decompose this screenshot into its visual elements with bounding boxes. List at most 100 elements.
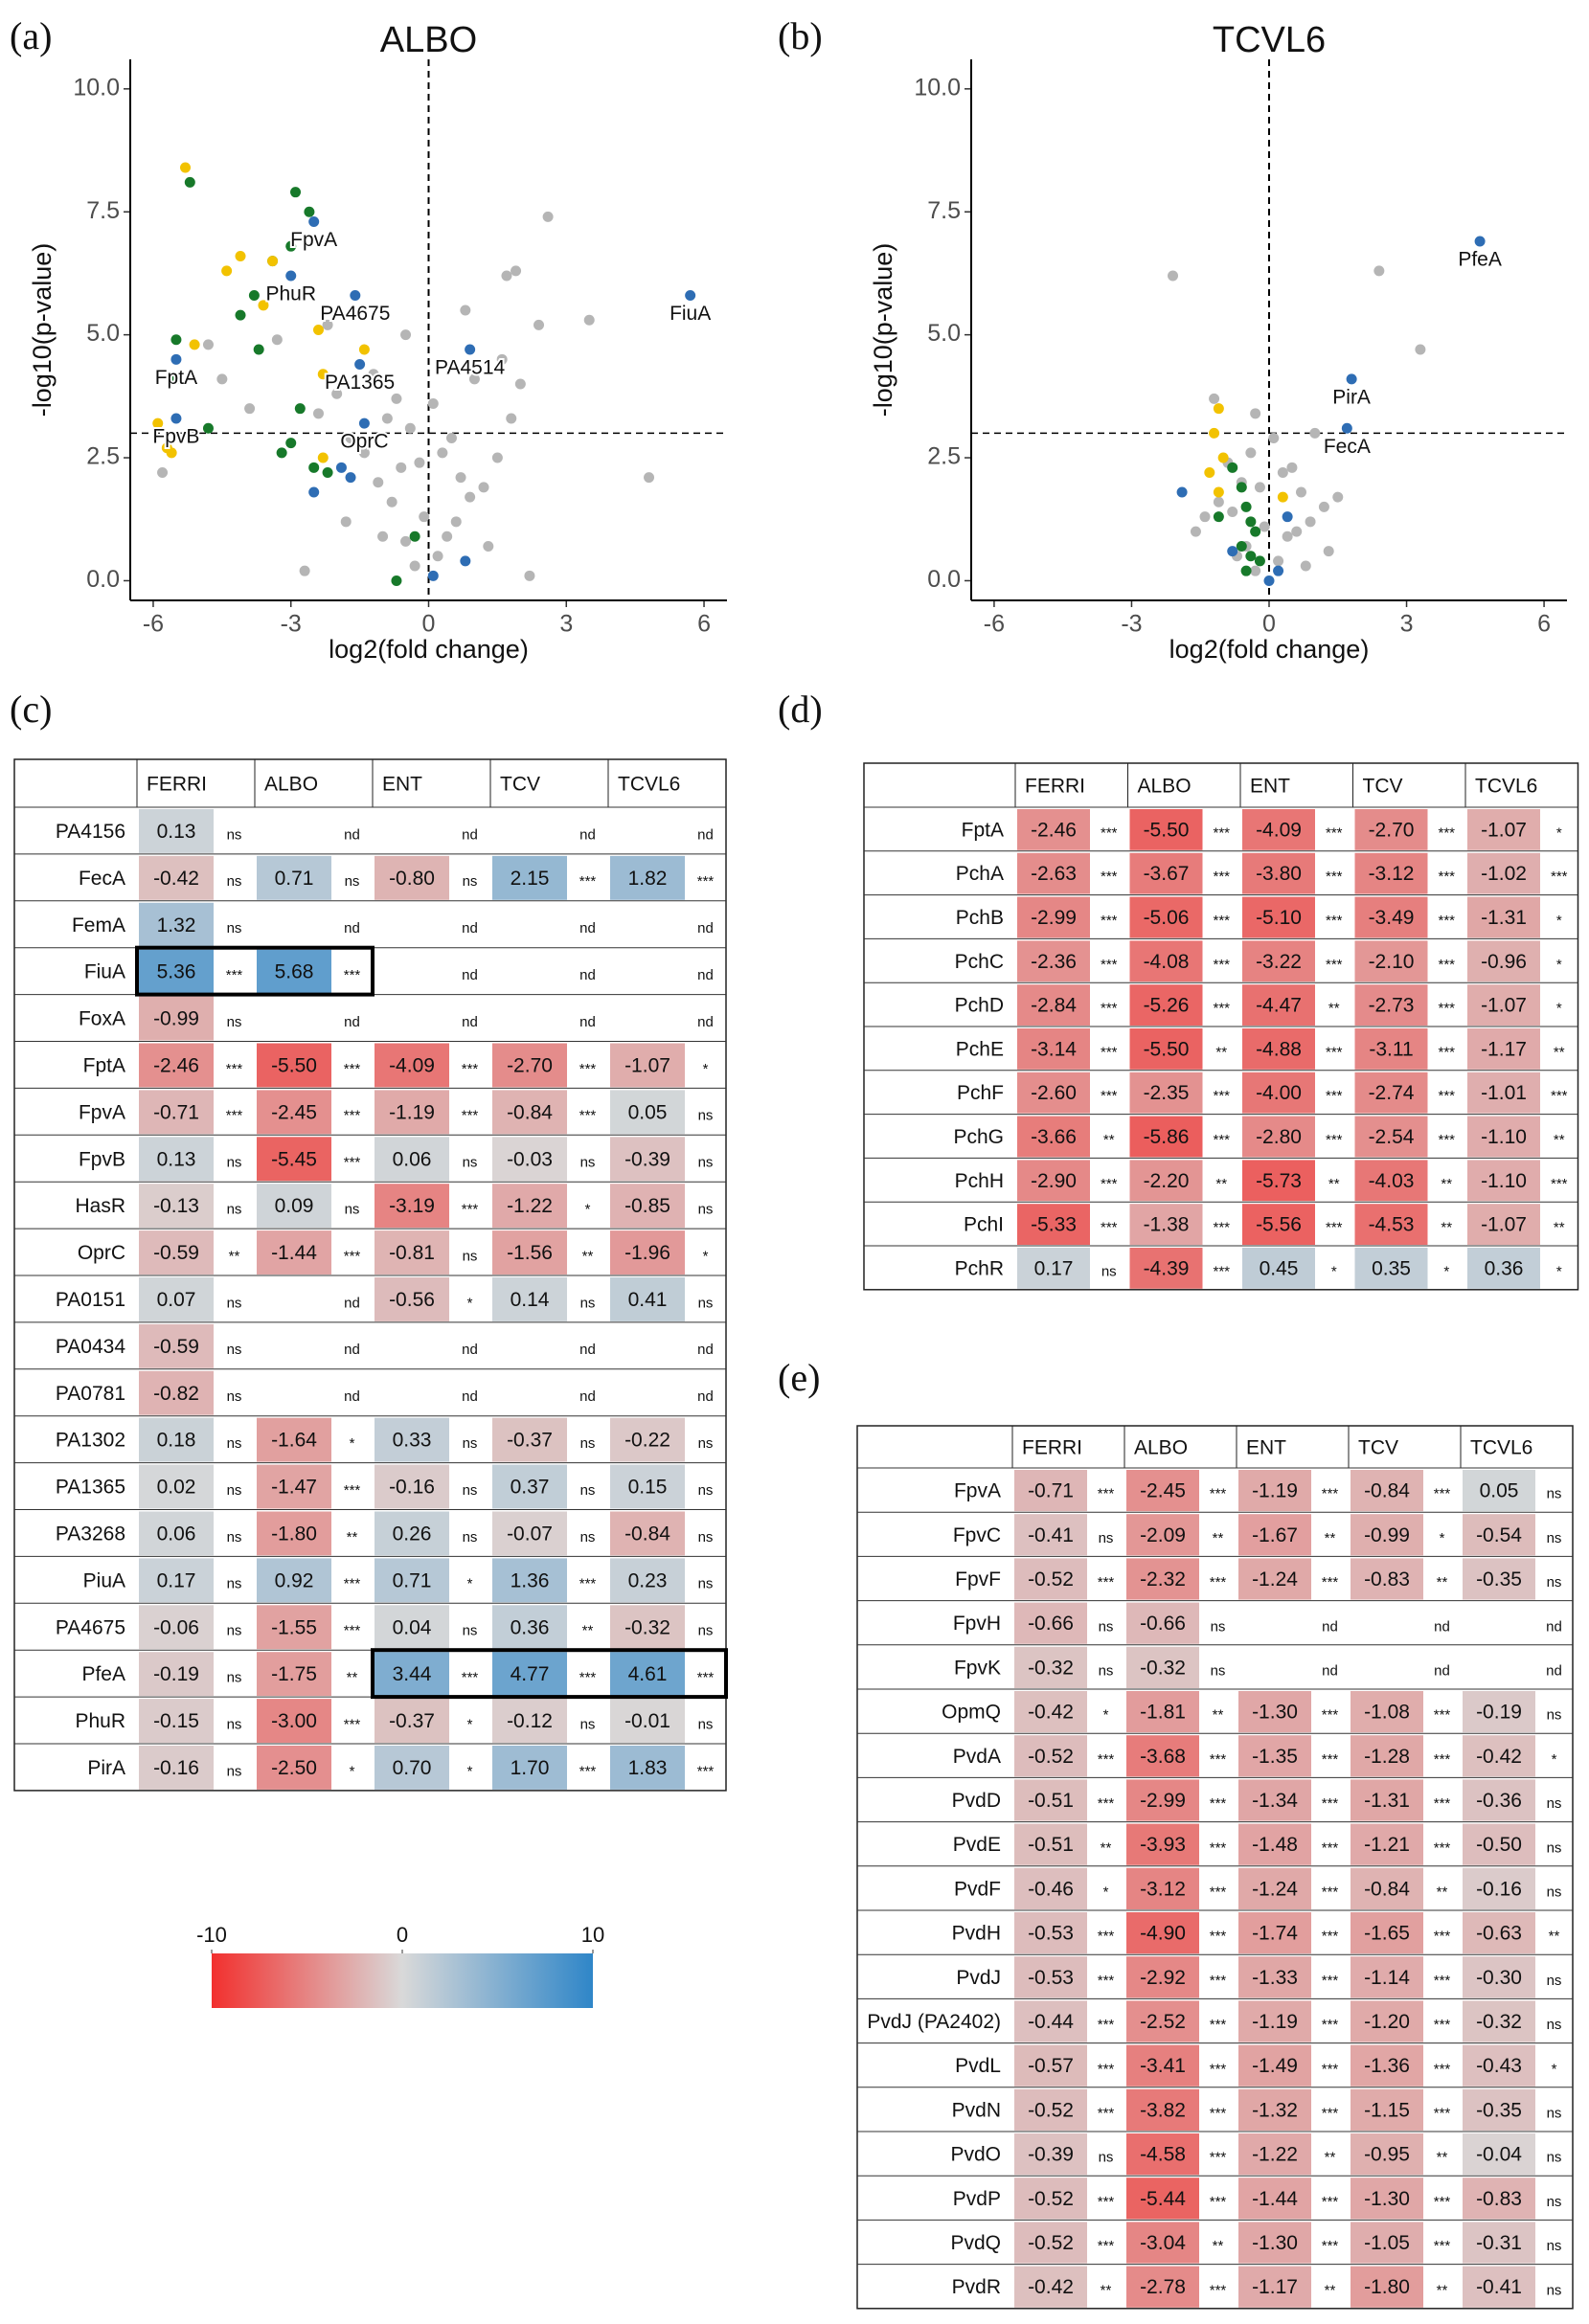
cell-significance: ***	[1213, 1263, 1230, 1279]
cell-value: 0.14	[511, 1289, 550, 1311]
heat-cell	[375, 1699, 449, 1743]
heat-cell	[1354, 1072, 1428, 1114]
heat-cell	[1014, 2266, 1087, 2308]
heat-cell	[139, 1043, 214, 1088]
heat-cell	[610, 1464, 685, 1509]
cell-significance: ***	[1213, 1220, 1230, 1236]
heat-cell	[1351, 1514, 1423, 1556]
cell-significance: **	[229, 1248, 240, 1264]
cell-significance: ***	[1322, 1839, 1339, 1856]
heat-cell	[610, 1277, 685, 1321]
cell-significance: **	[1328, 1176, 1340, 1192]
point	[276, 447, 287, 459]
point	[202, 422, 214, 434]
heat-cell	[1017, 1248, 1090, 1289]
cell-significance: nd	[462, 826, 478, 843]
x-tick-label: 0	[422, 611, 436, 638]
point-label: PA4514	[435, 357, 505, 379]
cell-significance: ***	[226, 1108, 243, 1124]
cell-value: -0.81	[389, 1242, 435, 1264]
cell-value: -1.32	[1252, 2099, 1298, 2121]
cell-significance: ***	[1101, 957, 1118, 973]
cell-significance: ns	[1547, 1707, 1562, 1724]
cell-significance: ns	[1099, 2150, 1114, 2166]
cell-significance: ***	[1213, 957, 1230, 973]
cell-significance: nd	[579, 826, 596, 843]
panel-label: (a)	[10, 14, 52, 57]
row-label: PA0781	[56, 1383, 125, 1405]
cell-significance: nd	[697, 1388, 714, 1405]
heat-cell	[1017, 1072, 1090, 1114]
heat-cell	[492, 1137, 567, 1182]
cell-value: -0.63	[1476, 1923, 1522, 1945]
cell-value: -3.67	[1144, 863, 1190, 885]
point	[1273, 555, 1284, 567]
cell-significance: ***	[344, 1108, 361, 1124]
cell-significance: nd	[462, 920, 478, 936]
heat-cell	[1351, 1912, 1423, 1954]
heat-cell	[1242, 809, 1315, 850]
cell-significance: ***	[1438, 869, 1455, 885]
cell-value: -0.54	[1476, 1524, 1522, 1546]
cell-value: -1.48	[1252, 1834, 1298, 1856]
cell-value: -4.90	[1140, 1923, 1186, 1945]
point-label: PA1365	[325, 372, 395, 394]
point	[373, 477, 384, 488]
heat-cell	[492, 1230, 567, 1275]
cell-significance: ns	[1547, 2194, 1562, 2210]
cell-significance: nd	[579, 967, 596, 983]
cell-significance: ***	[1210, 2061, 1227, 2077]
heat-cell	[1351, 2000, 1423, 2042]
cell-value: -0.31	[1476, 2232, 1522, 2254]
heat-cell	[1129, 1204, 1203, 1245]
heat-cell	[1126, 2088, 1199, 2131]
heat-cell	[139, 996, 214, 1041]
cell-value: -2.09	[1140, 1524, 1186, 1546]
cell-significance: *	[350, 1435, 355, 1452]
heat-cell	[1351, 1867, 1423, 1909]
cell-significance: ns	[698, 1623, 714, 1639]
heat-cell	[257, 1511, 331, 1556]
cell-value: 0.05	[1480, 1480, 1519, 1502]
point	[1240, 501, 1252, 512]
panel-label: (e)	[778, 1356, 820, 1399]
cell-value: 5.68	[275, 961, 314, 983]
point	[685, 290, 696, 302]
y-tick-label: 2.5	[86, 443, 120, 470]
heat-cell	[610, 1699, 685, 1743]
cell-significance: nd	[1322, 1618, 1338, 1635]
cell-value: -4.00	[1256, 1082, 1302, 1104]
cell-significance: ***	[1098, 1486, 1115, 1502]
cell-value: -2.50	[271, 1757, 317, 1779]
cell-value: -1.24	[1252, 1878, 1298, 1900]
cell-significance: ***	[1101, 869, 1118, 885]
cell-significance: ns	[227, 1623, 242, 1639]
x-tick-label: 6	[697, 611, 711, 638]
column-header: FERRI	[1025, 776, 1085, 798]
y-tick-label: 7.5	[86, 197, 120, 224]
point	[1245, 516, 1257, 528]
cell-significance: nd	[344, 826, 360, 843]
cell-value: -0.51	[1028, 1834, 1074, 1856]
heat-cell	[1014, 1956, 1087, 1998]
cell-significance: ns	[1099, 1530, 1114, 1546]
cell-value: -0.53	[1028, 1923, 1074, 1945]
heat-cell	[1014, 1867, 1087, 1909]
cell-significance: ***	[1438, 824, 1455, 841]
point	[1240, 565, 1252, 576]
heat-cell	[1354, 852, 1428, 894]
cell-value: -1.19	[389, 1101, 435, 1123]
cell-significance: ***	[579, 1763, 597, 1779]
point	[1236, 541, 1247, 552]
cell-value: -1.07	[1481, 995, 1527, 1017]
cell-significance: ***	[344, 1248, 361, 1264]
heat-cell	[375, 1605, 449, 1650]
heat-cell	[375, 1137, 449, 1182]
point	[1227, 507, 1238, 518]
colorbar-label: 10	[581, 1923, 604, 1947]
cell-value: -0.41	[1476, 2276, 1522, 2298]
heat-cell	[1014, 1691, 1087, 1733]
colorbar-label: 0	[397, 1923, 408, 1947]
heat-cell	[1351, 1823, 1423, 1865]
heat-cell	[1351, 1470, 1423, 1512]
